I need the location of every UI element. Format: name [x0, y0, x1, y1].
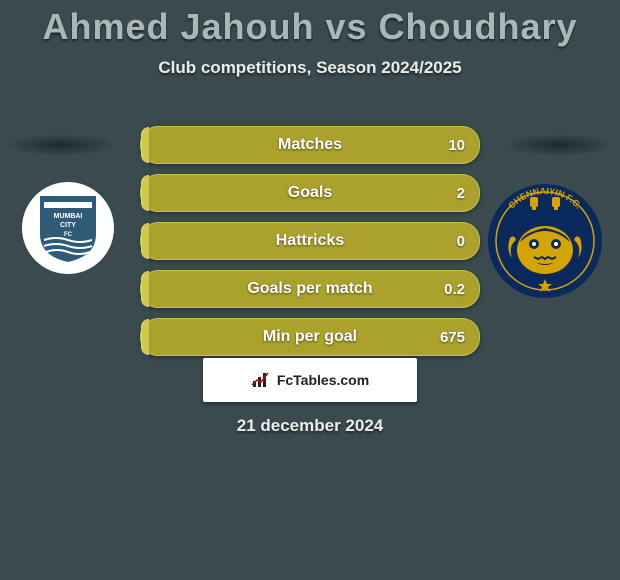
- stat-value-right: 10: [448, 127, 465, 163]
- stat-fill-left: [141, 175, 149, 211]
- stat-label: Hattricks: [276, 232, 344, 250]
- stats-panel: Matches 10 Goals 2 Hattricks 0 Goals per…: [140, 126, 480, 366]
- svg-text:CITY: CITY: [60, 222, 76, 229]
- shadow-right: [504, 134, 614, 156]
- mumbai-city-crest-icon: MUMBAI CITY FC: [30, 190, 106, 266]
- stat-label: Min per goal: [263, 328, 357, 346]
- stat-value-right: 0.2: [444, 271, 465, 307]
- svg-text:FC: FC: [64, 232, 73, 238]
- chennaiyin-crest-icon: CHENNAIYIN F.C.: [488, 184, 602, 298]
- page-title: Ahmed Jahouh vs Choudhary: [0, 6, 620, 48]
- stat-fill-left: [141, 319, 149, 355]
- stat-value-right: 0: [457, 223, 465, 259]
- brand-box: FcTables.com: [203, 358, 417, 402]
- shadow-left: [6, 134, 116, 156]
- stat-row-min-per-goal: Min per goal 675: [140, 318, 480, 356]
- stat-label: Matches: [278, 136, 342, 154]
- stat-value-right: 675: [440, 319, 465, 355]
- date-line: 21 december 2024: [0, 416, 620, 436]
- team-badge-right: CHENNAIYIN F.C.: [488, 184, 602, 298]
- page-subtitle: Club competitions, Season 2024/2025: [0, 58, 620, 78]
- bar-chart-icon: [251, 371, 271, 389]
- stat-fill-left: [141, 127, 149, 163]
- stat-value-right: 2: [457, 175, 465, 211]
- brand-text: FcTables.com: [277, 372, 369, 388]
- stat-row-matches: Matches 10: [140, 126, 480, 164]
- svg-text:MUMBAI: MUMBAI: [54, 213, 83, 220]
- stat-label: Goals per match: [247, 280, 372, 298]
- comparison-card: Ahmed Jahouh vs Choudhary Club competiti…: [0, 6, 620, 580]
- team-badge-left: MUMBAI CITY FC: [22, 182, 114, 274]
- stat-label: Goals: [288, 184, 332, 202]
- stat-row-goals: Goals 2: [140, 174, 480, 212]
- stat-row-hattricks: Hattricks 0: [140, 222, 480, 260]
- stat-fill-left: [141, 223, 149, 259]
- stat-fill-left: [141, 271, 149, 307]
- stat-row-goals-per-match: Goals per match 0.2: [140, 270, 480, 308]
